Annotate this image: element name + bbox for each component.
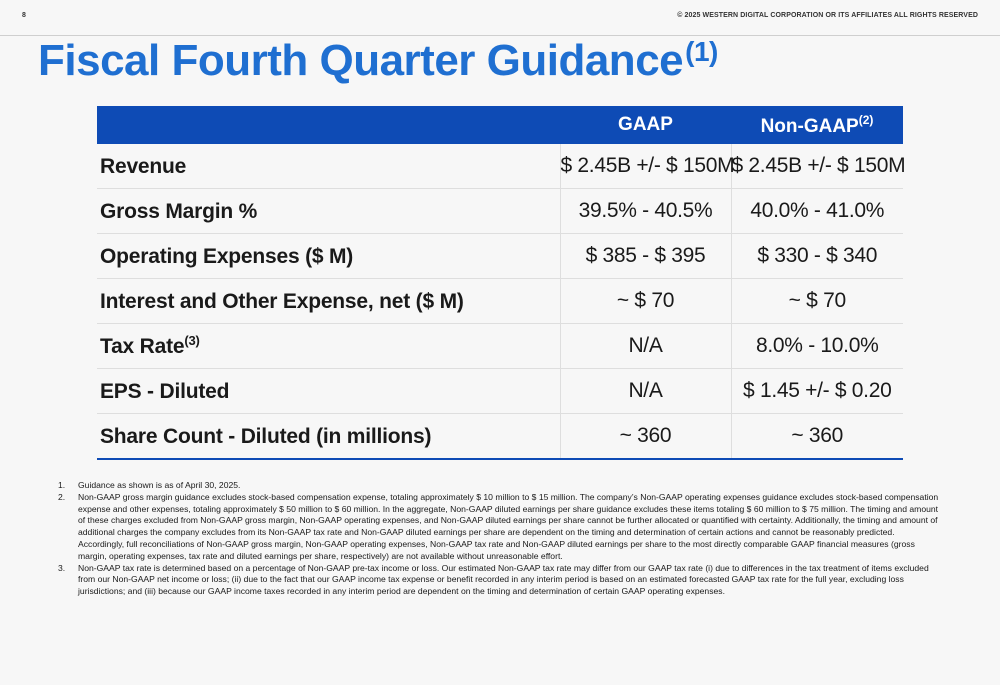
footnote-number: 1. bbox=[58, 480, 66, 490]
row-metric-label: Interest and Other Expense, net ($ M) bbox=[100, 290, 464, 313]
guidance-table: GAAP Non-GAAP(2) Revenue $ 2.45B +/- $ 1… bbox=[97, 106, 906, 460]
page-title-footnote-ref: (1) bbox=[685, 36, 718, 67]
header-metric bbox=[97, 106, 560, 144]
footnote-text: Non-GAAP tax rate is determined based on… bbox=[78, 562, 929, 597]
row-non-gaap-value: $ 330 - $ 340 bbox=[730, 233, 903, 279]
row-metric-label: EPS - Diluted bbox=[100, 380, 230, 403]
row-non-gaap-value: $ 1.45 +/- $ 0.20 bbox=[730, 368, 903, 414]
copyright-notice: © 2025 WESTERN DIGITAL CORPORATION OR IT… bbox=[677, 12, 978, 19]
row-metric: Interest and Other Expense, net ($ M) bbox=[97, 278, 560, 324]
header-non-gaap-footnote-ref: (2) bbox=[858, 112, 874, 127]
footnote: 1. Guidance as shown is as of April 30, 2… bbox=[58, 480, 940, 492]
row-gaap-value: ~ 360 bbox=[559, 413, 731, 460]
row-metric: EPS - Diluted bbox=[97, 368, 560, 414]
footnotes-list: 1. Guidance as shown is as of April 30, 2… bbox=[58, 480, 940, 598]
header-non-gaap: Non-GAAP(2) bbox=[731, 106, 903, 144]
row-metric: Revenue bbox=[97, 144, 560, 189]
row-non-gaap-value: ~ 360 bbox=[730, 413, 903, 460]
header-gaap: GAAP bbox=[560, 106, 731, 144]
row-metric: Share Count - Diluted (in millions) bbox=[97, 413, 560, 460]
header-non-gaap-label: Non-GAAP bbox=[760, 115, 859, 137]
footnote: 3. Non-GAAP tax rate is determined based … bbox=[58, 563, 940, 598]
row-gaap-value: $ 385 - $ 395 bbox=[559, 233, 731, 279]
footnote-text: Non-GAAP gross margin guidance excludes … bbox=[78, 491, 939, 561]
table-row: Share Count - Diluted (in millions) ~ 36… bbox=[97, 413, 903, 460]
row-non-gaap-value: $ 2.45B +/- $ 150M bbox=[730, 144, 906, 189]
table-header-row: GAAP Non-GAAP(2) bbox=[97, 106, 903, 144]
footnote-number: 2. bbox=[58, 491, 66, 502]
row-non-gaap-value: ~ $ 70 bbox=[730, 278, 903, 324]
row-metric-label: Gross Margin % bbox=[100, 200, 258, 223]
row-gaap-value: $ 2.45B +/- $ 150M bbox=[559, 144, 735, 189]
row-metric: Gross Margin % bbox=[97, 188, 560, 234]
row-gaap-value: N/A bbox=[559, 368, 731, 414]
footnote: 2. Non-GAAP gross margin guidance exclude… bbox=[58, 492, 940, 563]
row-metric-label: Revenue bbox=[100, 155, 187, 178]
row-gaap-value: ~ $ 70 bbox=[559, 278, 731, 324]
row-gaap-value: N/A bbox=[559, 323, 731, 369]
row-metric-label: Operating Expenses ($ M) bbox=[100, 245, 354, 268]
table-row: Tax Rate(3) N/A 8.0% - 10.0% bbox=[97, 323, 903, 369]
table-row: Revenue $ 2.45B +/- $ 150M $ 2.45B +/- $… bbox=[97, 144, 906, 189]
table-row: Operating Expenses ($ M) $ 385 - $ 395 $… bbox=[97, 233, 903, 279]
page-title-text: Fiscal Fourth Quarter Guidance bbox=[38, 36, 684, 85]
page-title: Fiscal Fourth Quarter Guidance(1) bbox=[38, 36, 718, 86]
row-gaap-value: 39.5% - 40.5% bbox=[559, 188, 731, 234]
table-row: Gross Margin % 39.5% - 40.5% 40.0% - 41.… bbox=[97, 188, 903, 234]
row-non-gaap-value: 8.0% - 10.0% bbox=[730, 323, 903, 369]
row-metric-label: Tax Rate bbox=[100, 335, 185, 358]
footnote-text: Guidance as shown is as of April 30, 202… bbox=[78, 480, 241, 490]
row-metric-footnote-ref: (3) bbox=[184, 333, 200, 348]
footnote-number: 3. bbox=[58, 562, 66, 573]
table-row: EPS - Diluted N/A $ 1.45 +/- $ 0.20 bbox=[97, 368, 903, 414]
page-number: 8 bbox=[22, 12, 26, 19]
header-divider bbox=[0, 35, 1000, 36]
table-row: Interest and Other Expense, net ($ M) ~ … bbox=[97, 278, 903, 324]
row-metric: Operating Expenses ($ M) bbox=[97, 233, 560, 279]
row-non-gaap-value: 40.0% - 41.0% bbox=[730, 188, 903, 234]
row-metric-label: Share Count - Diluted (in millions) bbox=[100, 425, 432, 448]
row-metric: Tax Rate(3) bbox=[97, 323, 560, 369]
